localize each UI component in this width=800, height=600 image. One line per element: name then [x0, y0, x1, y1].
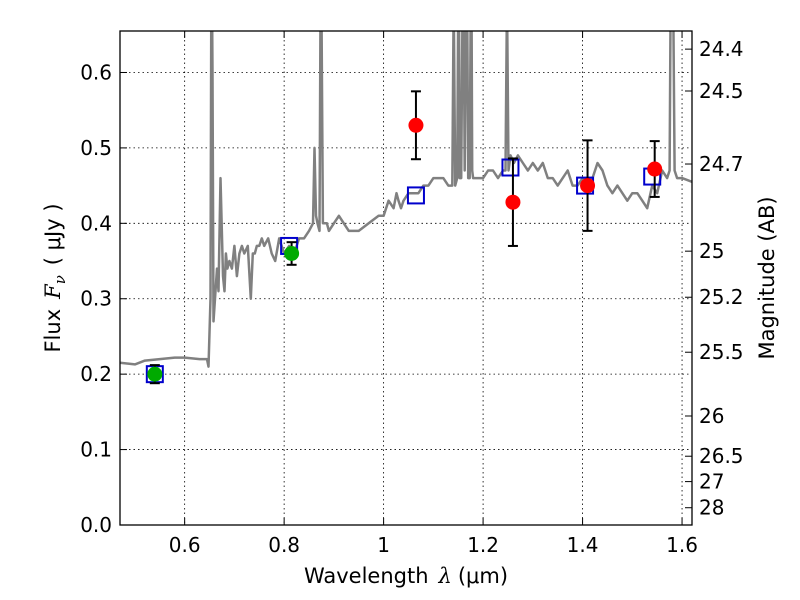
magnitude-tick-label: 25	[699, 239, 724, 263]
y-tick-label: 0.0	[80, 513, 112, 537]
magnitude-tick-label: 25.2	[699, 285, 744, 309]
red-point	[408, 117, 424, 133]
model-square	[501, 158, 520, 177]
green-point	[147, 366, 163, 382]
x-tick-label: 0.8	[268, 533, 300, 557]
x-axis-label: Wavelength λ (μm)	[304, 564, 508, 588]
magnitude-tick-label: 27	[699, 470, 724, 494]
y-tick-label: 0.2	[80, 362, 112, 386]
y-tick-label: 0.1	[80, 438, 112, 462]
magnitude-tick-label: 26	[699, 404, 724, 428]
model-square	[406, 186, 425, 205]
magnitude-tick-label: 24.5	[699, 79, 744, 103]
y-tick-label: 0.6	[80, 60, 112, 84]
x-tick-label: 0.6	[169, 533, 201, 557]
magnitude-tick-label: 25.5	[699, 340, 744, 364]
x-tick-label: 1	[377, 533, 390, 557]
plot-background	[120, 31, 692, 525]
magnitude-axis-label: Magnitude (AB)	[755, 196, 779, 359]
red-point	[505, 194, 521, 210]
y-tick-label: 0.4	[80, 211, 112, 235]
x-tick-label: 1.4	[567, 533, 599, 557]
red-point	[647, 161, 663, 177]
magnitude-tick-label: 24.4	[699, 37, 744, 61]
green-point	[284, 245, 300, 261]
photometry-points	[147, 117, 663, 382]
magnitude-tick-label: 26.5	[699, 444, 744, 468]
y-axis-label: FluxFν( μJy )	[41, 203, 69, 352]
magnitude-tick-label: 28	[699, 496, 724, 520]
x-axis-ticks: 0.6 0.8 1 1.2 1.4 1.6	[169, 31, 698, 557]
red-point	[580, 178, 596, 194]
x-tick-label: 1.2	[467, 533, 499, 557]
plot-frame	[119, 30, 693, 526]
x-tick-label: 1.6	[666, 533, 698, 557]
magnitude-tick-label: 24.7	[699, 152, 744, 176]
y-axis-ticks: 0.0 0.1 0.2 0.3 0.4 0.5 0.6	[80, 60, 127, 537]
y-tick-label: 0.5	[80, 136, 112, 160]
y-tick-label: 0.3	[80, 287, 112, 311]
